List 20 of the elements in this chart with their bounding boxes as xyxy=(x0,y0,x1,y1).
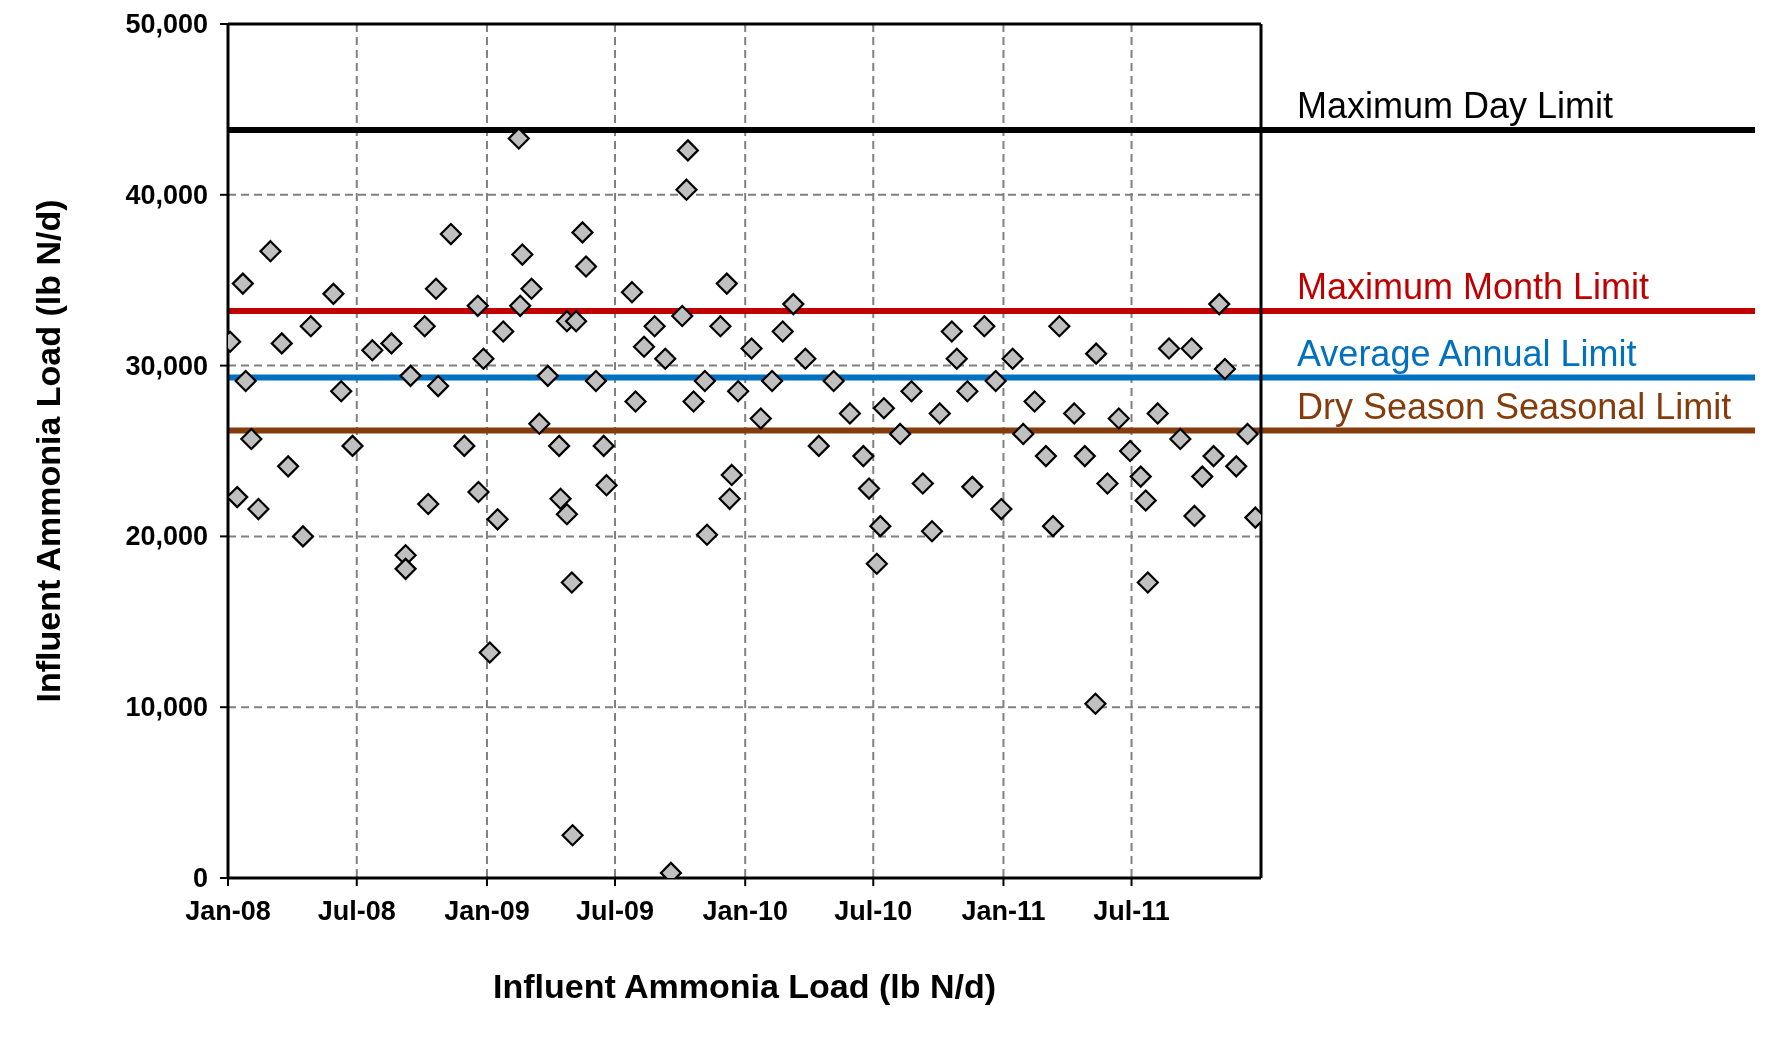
x-tick-label: Jan-11 xyxy=(961,896,1046,926)
y-axis-title: Influent Ammonia Load (lb N/d) xyxy=(29,199,68,703)
y-tick-label: 10,000 xyxy=(125,692,208,723)
y-tick-label: 20,000 xyxy=(125,521,208,552)
x-tick-label: Jul-11 xyxy=(1093,896,1170,926)
ref-line-label: Maximum Day Limit xyxy=(1297,84,1614,126)
x-tick-label: Jul-09 xyxy=(576,896,655,926)
x-tick-label: Jul-08 xyxy=(317,896,396,926)
ref-line-label: Average Annual Limit xyxy=(1297,332,1637,374)
y-tick-label: 0 xyxy=(192,863,208,893)
y-tick-label: 50,000 xyxy=(125,9,208,39)
y-tick-label: 30,000 xyxy=(125,350,208,381)
y-tick-label: 40,000 xyxy=(125,179,208,210)
ref-line-label: Maximum Month Limit xyxy=(1297,265,1650,307)
x-tick-label: Jan-10 xyxy=(702,896,788,926)
x-axis-title: Influent Ammonia Load (lb N/d) xyxy=(492,967,997,1005)
x-tick-label: Jan-08 xyxy=(185,896,271,926)
x-tick-label: Jul-10 xyxy=(834,896,913,926)
x-tick-label: Jan-09 xyxy=(444,896,530,926)
ref-line-label: Dry Season Seasonal Limit xyxy=(1297,385,1732,427)
